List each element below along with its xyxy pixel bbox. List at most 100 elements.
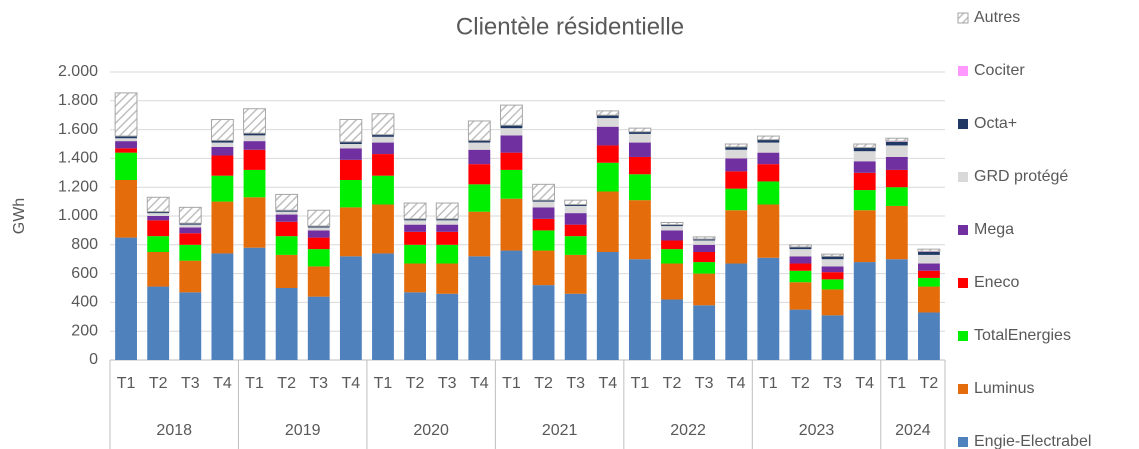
x-tick-label: T2 xyxy=(277,375,296,392)
legend-label: Luminus xyxy=(974,380,1034,397)
bar-segment xyxy=(211,155,234,176)
legend-swatch xyxy=(958,384,968,394)
bar-segment xyxy=(243,135,266,142)
bar-segment xyxy=(307,209,331,227)
bar-segment xyxy=(692,236,716,240)
bar-segment xyxy=(628,133,651,143)
bar-segment xyxy=(757,204,780,258)
bar-segment xyxy=(756,135,780,141)
bar-segment xyxy=(821,259,844,267)
bar-segment xyxy=(179,224,202,228)
bar-segment xyxy=(147,211,170,214)
bar-segment xyxy=(467,120,491,141)
bar-segment xyxy=(885,156,908,170)
legend-label: Mega xyxy=(974,221,1014,238)
bar-segment xyxy=(468,211,491,257)
bar-segment xyxy=(404,244,427,264)
bar-segment xyxy=(789,270,812,283)
bar-segment xyxy=(532,200,555,202)
y-tick-label: 400 xyxy=(71,294,98,311)
bar-segment xyxy=(211,175,234,202)
legend-swatch xyxy=(958,66,968,76)
y-tick-label: 1.200 xyxy=(58,178,98,195)
bar-segment xyxy=(115,136,137,139)
bar-segment xyxy=(147,236,170,252)
x-tick-label: T2 xyxy=(791,375,810,392)
x-tick-label: T3 xyxy=(566,375,585,392)
bar-segment xyxy=(789,246,812,250)
bar-segment xyxy=(532,207,555,219)
bar-segment xyxy=(211,146,234,156)
bar-segment xyxy=(564,204,587,206)
bar-segment xyxy=(821,279,844,290)
bar-segment xyxy=(918,312,940,360)
bar-segment xyxy=(436,293,459,360)
group-label: 2021 xyxy=(542,422,578,439)
bar-segment xyxy=(821,256,844,260)
bar-segment xyxy=(724,143,748,148)
bar-segment xyxy=(275,236,298,255)
x-tick-label: T3 xyxy=(823,375,842,392)
bar-segment xyxy=(115,138,137,142)
bar-segment xyxy=(853,147,876,152)
bar-segment xyxy=(403,202,427,220)
bar-segment xyxy=(821,253,845,257)
bar-segment xyxy=(725,210,748,264)
bar-segment xyxy=(307,226,330,228)
group-label: 2023 xyxy=(799,422,835,439)
bar-segment xyxy=(147,216,170,221)
bar-segment xyxy=(146,196,170,213)
bar-segment xyxy=(115,152,137,180)
bar-segment xyxy=(275,221,298,237)
bar-segment xyxy=(757,142,780,153)
bar-segment xyxy=(725,171,748,189)
bar-segment xyxy=(243,247,266,360)
bar-segment xyxy=(789,249,812,257)
legend-swatch xyxy=(958,172,968,182)
x-tick-label: T2 xyxy=(663,375,682,392)
bar-segment xyxy=(179,244,202,261)
bar-segment xyxy=(372,142,394,155)
bar-segment xyxy=(757,152,780,165)
bar-segment xyxy=(436,218,459,221)
bar-segment xyxy=(178,206,202,224)
bar-segment xyxy=(339,180,362,208)
bar-segment xyxy=(661,230,683,241)
legend-label: Engie-Electrabel xyxy=(974,433,1091,449)
bar-segment xyxy=(885,141,908,146)
x-tick-label: T4 xyxy=(855,375,874,392)
bar-segment xyxy=(661,240,683,250)
bar-segment xyxy=(210,119,234,141)
bar-segment xyxy=(917,248,941,252)
x-tick-label: T4 xyxy=(727,375,746,392)
bar-segment xyxy=(435,202,459,220)
bar-segment xyxy=(372,134,394,137)
bar-segment xyxy=(693,244,716,252)
bar-segment xyxy=(275,254,298,288)
bar-segment xyxy=(725,158,748,172)
bar-segment xyxy=(661,263,683,300)
bar-segment xyxy=(500,104,523,126)
bar-segment xyxy=(885,187,908,206)
bar-segment xyxy=(596,110,620,116)
bar-segment xyxy=(468,256,491,360)
y-tick-label: 1.000 xyxy=(58,207,98,224)
y-tick-label: 200 xyxy=(71,322,98,339)
bar-segment xyxy=(211,253,234,360)
bar-segment xyxy=(147,213,170,216)
bar-segment xyxy=(628,200,651,260)
bar-segment xyxy=(693,262,716,274)
bar-segment xyxy=(275,288,298,360)
bar-segment xyxy=(821,266,844,273)
bar-segment xyxy=(757,139,780,143)
bar-segment xyxy=(693,239,716,241)
group-label: 2024 xyxy=(895,422,931,439)
bar-segment xyxy=(628,156,651,175)
x-tick-label: T1 xyxy=(502,375,521,392)
bar-segment xyxy=(789,256,812,264)
x-tick-label: T2 xyxy=(534,375,553,392)
bar-segment xyxy=(179,223,202,225)
x-tick-label: T3 xyxy=(181,375,200,392)
bar-segment xyxy=(468,140,491,143)
bar-segment xyxy=(596,162,619,192)
